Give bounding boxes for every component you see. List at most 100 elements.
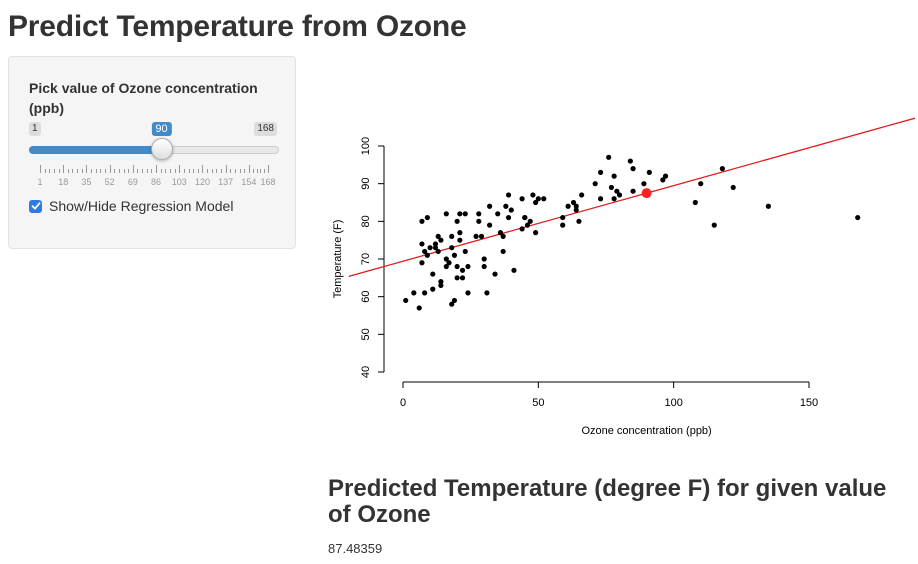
x-tick-label: 100 [664, 397, 682, 409]
data-point [462, 211, 468, 217]
slider-grid-label: 35 [81, 177, 92, 187]
data-point [592, 181, 598, 187]
slider-grid-label: 18 [58, 177, 69, 187]
y-tick-label: 100 [360, 137, 372, 155]
data-point [424, 252, 430, 258]
page-title: Predict Temperature from Ozone [8, 10, 467, 43]
data-point [476, 218, 482, 224]
data-point [719, 166, 725, 172]
data-point [570, 199, 577, 206]
regression-toggle[interactable]: Show/Hide Regression Model [29, 198, 233, 214]
data-point [419, 260, 425, 266]
slider-grid-tick [268, 165, 269, 173]
data-point [454, 263, 460, 270]
data-point [476, 211, 482, 217]
data-point [416, 305, 422, 311]
regression-checkbox[interactable] [29, 199, 42, 213]
data-point [435, 233, 441, 239]
data-point [492, 271, 498, 277]
slider-grid: 1 18 35 52 69 86 103 120 137 154 168 [29, 157, 279, 187]
scatter-plot: Temperature (F) Ozone concentration (ppb… [332, 117, 915, 437]
y-tick-label: 50 [360, 328, 372, 340]
slider-grid-tick [156, 165, 158, 173]
data-point [446, 260, 452, 266]
slider-grid-minor-tick [118, 169, 120, 173]
slider-grid-minor-tick [239, 169, 241, 173]
check-icon [31, 202, 40, 210]
data-point [573, 203, 579, 209]
data-point [432, 241, 439, 247]
slider-grid-tick [248, 165, 250, 173]
y-tick-label: 60 [360, 291, 372, 303]
prediction-point [641, 188, 652, 199]
data-point [519, 196, 525, 202]
data-point [443, 211, 449, 217]
data-point [573, 207, 579, 213]
slider-grid-label: 168 [260, 177, 276, 187]
slider-grid-minor-tick [234, 169, 236, 173]
slider-grid-minor-tick [169, 169, 171, 173]
slider-grid-minor-tick [128, 169, 130, 173]
data-point [419, 241, 425, 247]
ozone-slider-handle[interactable] [150, 138, 173, 160]
data-point [443, 256, 449, 262]
data-point [533, 199, 539, 206]
data-point [533, 230, 539, 236]
slider-grid-tick [202, 165, 204, 173]
data-point [487, 203, 493, 209]
data-point [535, 196, 541, 202]
y-tick-label: 90 [360, 178, 372, 190]
slider-grid-tick [40, 165, 41, 173]
data-point [500, 233, 506, 239]
slider-grid-label: 120 [194, 177, 210, 187]
data-point [457, 211, 463, 217]
slider-grid-minor-tick [197, 169, 199, 173]
data-point [630, 166, 636, 172]
data-point [449, 245, 455, 251]
data-point [473, 233, 479, 239]
x-tick-label: 150 [800, 397, 818, 409]
data-point [611, 196, 617, 202]
slider-grid-minor-tick [252, 169, 254, 173]
slider-grid-minor-tick [114, 169, 116, 173]
data-point [438, 237, 444, 243]
y-tick-label: 80 [360, 215, 372, 227]
data-point [478, 233, 485, 239]
data-point [451, 252, 458, 258]
slider-grid-tick [132, 165, 134, 173]
data-point [430, 271, 436, 277]
data-point [454, 218, 460, 224]
ozone-slider-fill [29, 146, 162, 154]
data-point [662, 173, 669, 179]
slider-grid-minor-tick [100, 169, 102, 173]
data-point [465, 263, 471, 270]
data-point [505, 214, 512, 221]
slider-grid-minor-tick [67, 169, 69, 173]
slider-min-label: 1 [29, 122, 41, 136]
data-point [560, 214, 566, 221]
slider-grid-label: 69 [127, 177, 138, 187]
data-point [522, 214, 528, 221]
data-point [432, 245, 439, 251]
data-point [576, 218, 582, 224]
slider-grid-minor-tick [146, 169, 148, 173]
data-point [443, 263, 449, 270]
data-point [519, 226, 525, 232]
slider-grid-label: 103 [171, 177, 187, 187]
data-point [511, 267, 517, 273]
data-point [855, 214, 861, 221]
data-point [481, 256, 487, 262]
data-point [560, 222, 566, 228]
predicted-temperature-value: 87.48359 [328, 541, 383, 556]
slider-grid-minor-tick [95, 169, 97, 173]
data-point [484, 290, 490, 296]
slider-grid-label: 86 [151, 177, 162, 187]
slider-max-label: 168 [254, 122, 277, 136]
data-point [451, 297, 458, 304]
regression-checkbox-label: Show/Hide Regression Model [49, 198, 234, 214]
x-axis-label: Ozone concentration (ppb) [581, 425, 711, 437]
data-point [403, 297, 409, 304]
data-point [597, 196, 604, 202]
slider-grid-minor-tick [260, 169, 262, 173]
data-point [459, 267, 466, 273]
